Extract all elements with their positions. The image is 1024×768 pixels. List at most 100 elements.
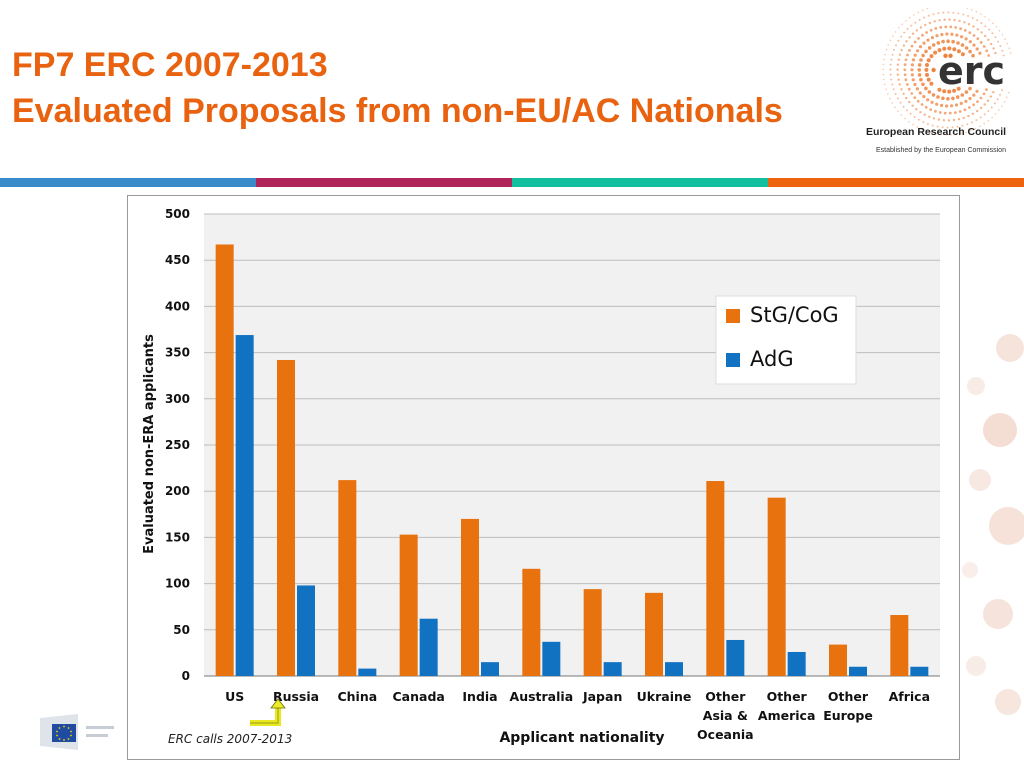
logo-dot <box>960 52 965 57</box>
logo-dot <box>975 119 978 122</box>
logo-dot <box>972 34 976 37</box>
logo-dot <box>958 110 962 113</box>
logo-dot <box>936 41 941 45</box>
logo-name: European Research Council <box>866 126 1007 138</box>
logo-dot <box>897 58 900 61</box>
logo-dot <box>952 47 957 52</box>
logo-dot <box>947 46 952 51</box>
logo-dot <box>930 131 933 134</box>
logo-dot <box>948 111 952 115</box>
bar-stg-cog <box>767 497 786 676</box>
legend: StG/CoG AdG <box>715 295 857 385</box>
logo-dot <box>963 21 966 24</box>
logo-dot <box>1006 96 1008 99</box>
logo-dot <box>903 68 907 72</box>
logo-dot <box>975 47 979 51</box>
logo-dot <box>937 118 941 121</box>
logo-dot <box>972 93 976 97</box>
logo-dot <box>897 27 900 29</box>
logo-dot <box>963 108 967 112</box>
logo-dot <box>954 26 958 29</box>
logo-dot <box>910 44 914 48</box>
logo-dot <box>901 23 903 25</box>
logo-dot <box>943 18 946 21</box>
x-tick-labels: US Russia China Canada India Australia Japan Uk… <box>225 689 930 742</box>
logo-dot <box>934 109 937 113</box>
logo-dot <box>947 11 950 14</box>
logo-dot <box>938 111 942 114</box>
logo-dot <box>971 53 975 58</box>
logo-dot <box>882 63 885 66</box>
logo-dot <box>885 88 887 91</box>
grid-lines <box>204 213 940 677</box>
logo-dot <box>902 44 906 47</box>
logo-dot <box>996 98 999 101</box>
bar-stg-cog <box>277 359 295 676</box>
logo-dot <box>895 44 897 47</box>
bar-stg-cog <box>215 244 234 676</box>
logo-dot <box>897 110 899 112</box>
logo-dot <box>919 26 923 29</box>
logo-dot <box>940 32 944 37</box>
x-tick-label: Ukraine <box>637 689 692 704</box>
logo-dot <box>937 48 942 53</box>
logo-tagline: Established by the European Commission <box>876 147 1006 154</box>
logo-dot <box>926 77 931 82</box>
logo-dot <box>989 95 992 98</box>
logo-dot <box>942 119 946 122</box>
logo-dot <box>929 28 933 32</box>
logo-dot <box>947 89 952 94</box>
logo-dot <box>896 63 900 66</box>
legend-label: AdG <box>750 347 794 371</box>
bar-adg <box>787 651 806 676</box>
logo-dot <box>890 58 893 61</box>
logo-dot <box>916 99 920 103</box>
logo-dot <box>968 40 972 44</box>
logo-dot <box>916 126 919 128</box>
bar-adg <box>726 639 745 676</box>
logo-dot <box>926 38 930 42</box>
logo-dot <box>894 31 897 33</box>
logo-dot <box>892 88 895 91</box>
bar-stg-cog <box>890 615 909 676</box>
logo-dot <box>991 116 993 119</box>
logo-dot <box>948 18 951 21</box>
logo-dot <box>976 28 979 31</box>
header-stripe-blue <box>0 178 256 187</box>
logo-dot <box>919 77 923 82</box>
logo-dot <box>927 46 932 50</box>
logo-dot <box>936 125 939 128</box>
logo-dot <box>921 53 925 58</box>
logo-dot <box>964 99 968 103</box>
logo-dot <box>968 96 972 101</box>
logo-dot <box>953 18 956 22</box>
logo-dot <box>991 32 994 35</box>
logo-dot <box>988 28 990 31</box>
logo-dot <box>961 124 964 127</box>
y-tick-label: 150 <box>165 530 190 544</box>
logo-dot <box>922 41 926 45</box>
bar-chart: 0 50 100 150 200 250 300 350 400 450 500 US Russia C… <box>142 207 940 746</box>
logo-dot <box>942 46 947 51</box>
logo-dot <box>913 40 917 44</box>
logo-dot <box>983 113 986 116</box>
logo-dot <box>928 21 932 25</box>
logo-dot <box>956 125 959 128</box>
logo-dot <box>931 67 936 73</box>
logo-dot <box>910 73 914 77</box>
bar-adg <box>358 668 377 676</box>
logo-dot <box>918 45 923 49</box>
logo-dot <box>894 93 897 95</box>
logo-dot <box>910 24 913 27</box>
logo-dot <box>924 86 928 91</box>
logo-dot <box>982 45 986 48</box>
logo-dot <box>906 109 908 112</box>
logo-dot <box>908 49 911 52</box>
logo-dot <box>929 81 934 86</box>
logo-dot <box>887 44 889 46</box>
legend-label: StG/CoG <box>750 303 839 327</box>
logo-dot <box>966 8 968 9</box>
logo-dot <box>905 40 908 43</box>
logo-dot <box>987 38 990 41</box>
logo-dot <box>891 53 894 56</box>
